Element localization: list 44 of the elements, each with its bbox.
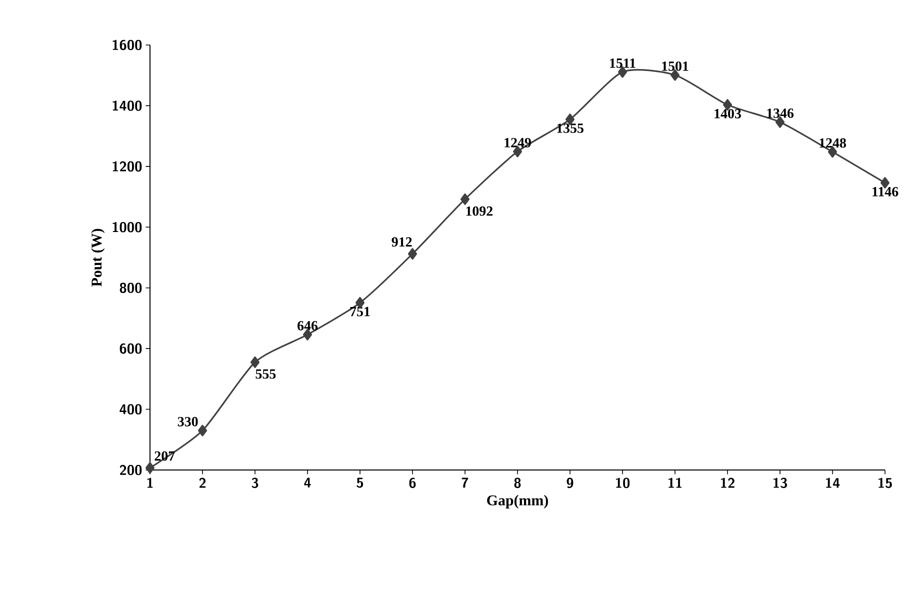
y-tick-label: 1000 xyxy=(112,222,142,232)
data-label: 646 xyxy=(298,321,318,330)
point xyxy=(460,193,470,205)
data-label: 1092 xyxy=(466,206,492,216)
x-tick-label: 8 xyxy=(514,478,521,488)
data-label: 1403 xyxy=(714,108,741,118)
x-tick-label: 10 xyxy=(616,478,630,488)
x-tick-label: 11 xyxy=(668,478,682,488)
x-tick-label: 3 xyxy=(252,478,258,488)
data-label: 1355 xyxy=(557,124,584,133)
x-tick-label: 13 xyxy=(773,478,788,488)
y-tick-label: 1400 xyxy=(112,100,142,111)
y-tick-label: 1600 xyxy=(112,40,142,50)
data-label: 330 xyxy=(178,416,198,426)
x-tick-label: 6 xyxy=(409,478,416,488)
data-label: 1248 xyxy=(820,138,846,148)
x-tick-label: 7 xyxy=(462,478,468,488)
x-tick-label: 2 xyxy=(199,478,206,488)
data-label: 1146 xyxy=(872,187,898,196)
y-tick-label: 200 xyxy=(120,464,142,476)
x-tick-label: 14 xyxy=(826,478,840,488)
x-tick-label: 5 xyxy=(356,478,364,488)
x-axis-title: Gap(mm) xyxy=(487,494,548,508)
data-label: 751 xyxy=(350,306,370,316)
data-label: 1501 xyxy=(662,61,688,71)
y-tick-label: 600 xyxy=(120,343,142,354)
data-label: 1249 xyxy=(504,138,531,148)
point xyxy=(145,462,155,474)
data-label: 1346 xyxy=(767,108,794,118)
x-tick-label: 12 xyxy=(720,478,734,488)
data-label: 912 xyxy=(392,237,412,247)
y-axis-title: Pout (W) xyxy=(91,228,105,287)
point xyxy=(198,424,208,436)
x-tick-label: 9 xyxy=(566,478,574,488)
x-tick-label: 4 xyxy=(304,478,311,488)
point xyxy=(408,248,418,260)
x-tick-label: 15 xyxy=(878,478,892,488)
x-tick-label: 1 xyxy=(147,478,153,488)
y-tick-label: 800 xyxy=(120,282,142,294)
point xyxy=(250,356,260,368)
y-tick-label: 1200 xyxy=(112,161,142,172)
data-label: 1511 xyxy=(610,58,636,68)
y-tick-label: 400 xyxy=(120,404,142,414)
data-label: 555 xyxy=(256,369,276,379)
